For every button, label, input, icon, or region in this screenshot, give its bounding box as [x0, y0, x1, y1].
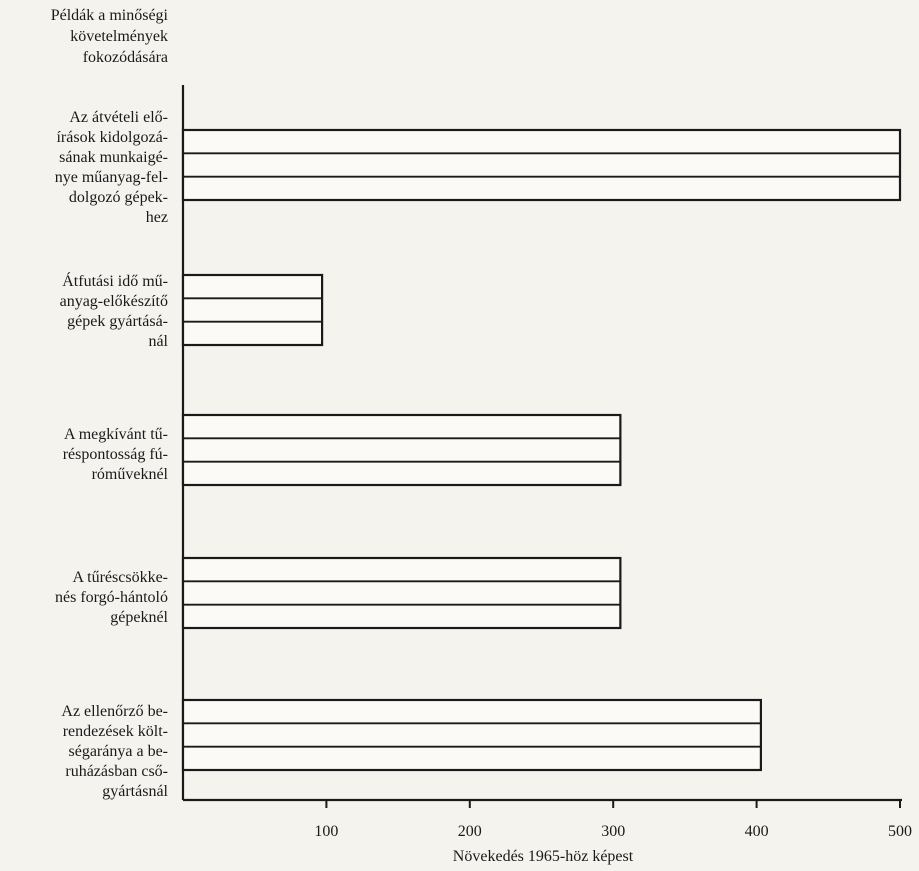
bar-rect: [181, 413, 622, 487]
category-label: Az átvételi elő-írások kidolgozá-sának m…: [0, 108, 168, 228]
category-label-line: nál: [148, 333, 168, 350]
category-label: A megkívánt tű-réspontosság fú-róművekné…: [0, 425, 168, 485]
bar: [181, 698, 763, 772]
category-label-line: nés forgó-hántoló: [54, 589, 168, 606]
bar-rect: [181, 273, 324, 347]
category-label-line: nye műanyag-fel-: [54, 169, 168, 186]
category-label-line: A tűréscsökke-: [72, 569, 168, 586]
category-label-line: hez: [145, 209, 168, 226]
category-label-line: dolgozó gépek-: [68, 189, 168, 206]
category-label-line: gépek gyártásá-: [67, 313, 168, 330]
x-tick-label: 200: [457, 823, 482, 840]
category-label: A tűréscsökke-nés forgó-hántoló gépeknél: [0, 568, 168, 628]
category-label-line: gyártásnál: [102, 783, 168, 800]
bars: [181, 128, 902, 772]
bar: [181, 556, 622, 630]
bar: [181, 273, 324, 347]
category-label-line: anyag-előkészítő: [59, 293, 168, 310]
y-axis-title-line: követelmények: [70, 28, 168, 45]
category-label: Átfutási idő mű-anyag-előkészítő gépek gy…: [0, 272, 168, 352]
category-label-line: Az ellenőrző be-: [61, 703, 168, 720]
category-label-line: sának munkaigé-: [59, 149, 168, 166]
x-tick-label: 500: [888, 823, 912, 840]
bar: [181, 128, 902, 202]
x-tick-label: 400: [744, 823, 769, 840]
y-axis-title-line: fokozódására: [82, 49, 168, 66]
category-label-line: A megkívánt tű-: [64, 426, 168, 443]
category-label: Az ellenőrző be-rendezések költ-ségarány…: [0, 702, 168, 802]
category-label-line: ségaránya a be-: [68, 743, 169, 760]
x-tick-label: 300: [601, 823, 626, 840]
bar-rect: [181, 128, 902, 202]
category-label-line: ruházásban cső-: [65, 763, 168, 780]
y-axis-title-line: Példák a minőségi: [50, 7, 168, 24]
category-label-line: írások kidolgozá-: [56, 129, 168, 146]
y-axis-title: Példák a minőségi követelmények fokozódá…: [0, 5, 168, 68]
bar-rect: [181, 556, 622, 630]
category-label-line: réspontosság fú-: [62, 446, 168, 463]
category-label-line: Átfutási idő mű-: [62, 273, 168, 290]
bar: [181, 413, 622, 487]
category-label-line: gépeknél: [110, 609, 168, 626]
bar-rect: [181, 698, 763, 772]
category-label-line: rendezések költ-: [62, 723, 168, 740]
category-label-line: Az átvételi elő-: [69, 109, 168, 126]
x-axis-label: Növekedés 1965-höz képest: [452, 848, 634, 865]
x-tick-label: 100: [314, 823, 339, 840]
category-label-line: róműveknél: [91, 466, 168, 483]
